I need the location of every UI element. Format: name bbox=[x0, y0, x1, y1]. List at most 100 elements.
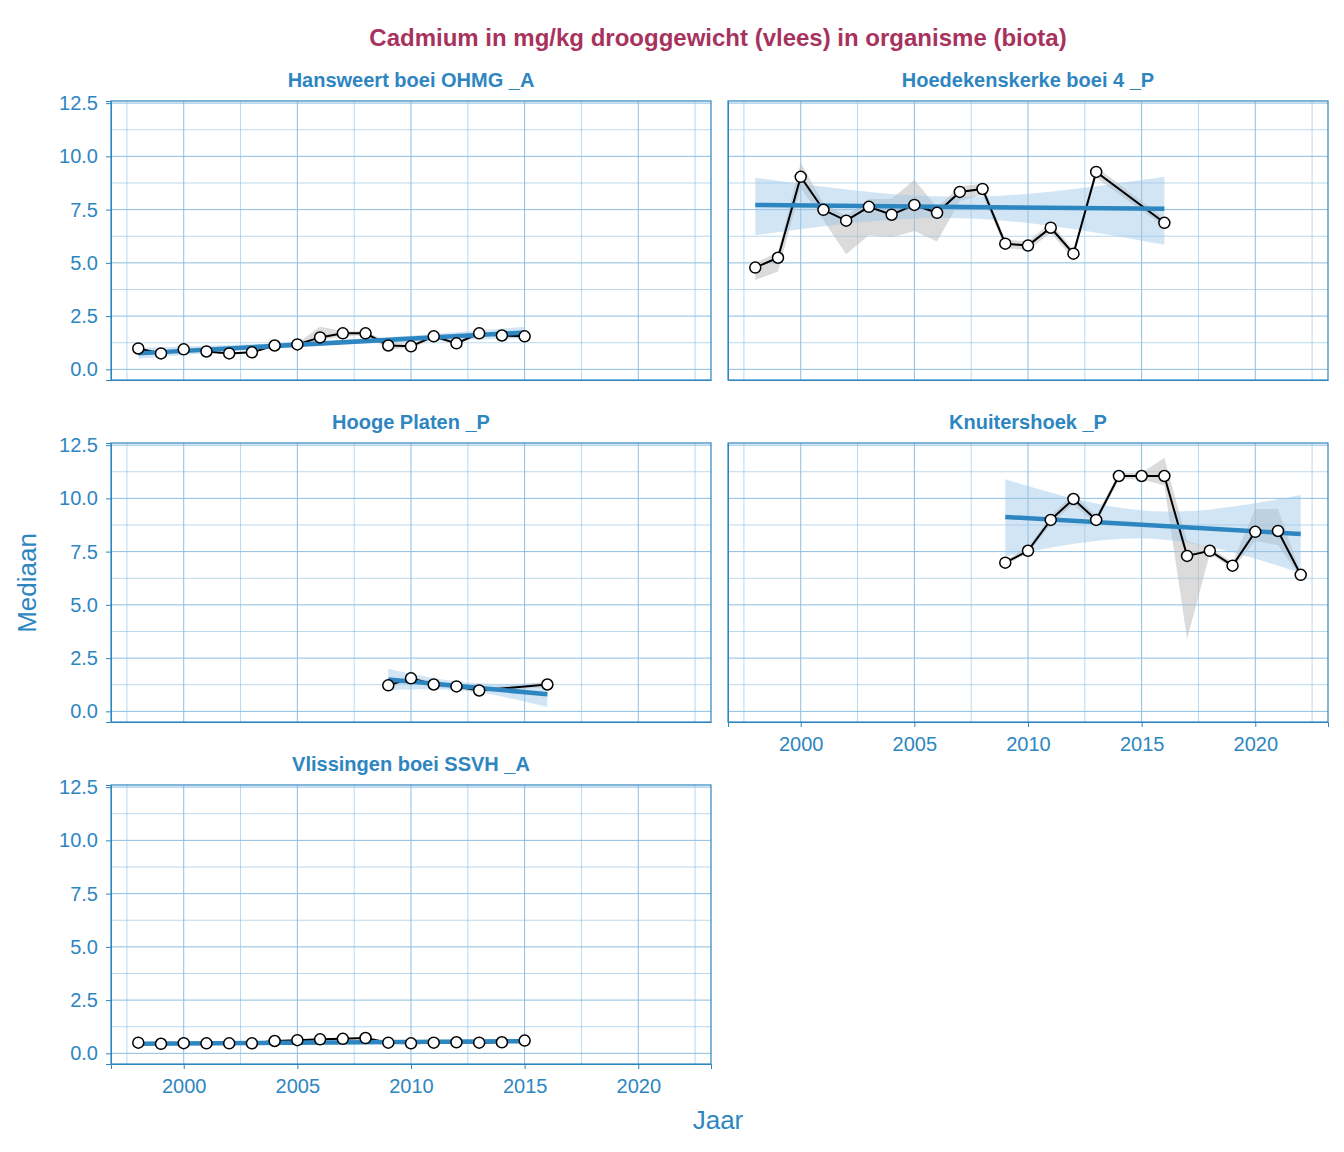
x-tick-mark bbox=[411, 1064, 412, 1069]
data-line bbox=[138, 1038, 524, 1044]
data-point bbox=[496, 330, 507, 341]
grid-line bbox=[728, 369, 1328, 370]
data-point bbox=[1159, 471, 1170, 482]
grid-line bbox=[111, 209, 711, 210]
x-tick-label: 2005 bbox=[893, 733, 938, 755]
data-point bbox=[269, 340, 280, 351]
data-point bbox=[406, 1038, 417, 1049]
trend-line bbox=[138, 333, 524, 354]
data-point bbox=[156, 1038, 167, 1049]
data-point bbox=[1295, 569, 1306, 580]
y-tick-mark bbox=[106, 263, 111, 264]
y-tick-label: 0.0 bbox=[70, 358, 98, 380]
data-point bbox=[1136, 471, 1147, 482]
chart: Cadmium in mg/kg drooggewicht (vlees) in… bbox=[0, 0, 1344, 1152]
data-point bbox=[1113, 471, 1124, 482]
y-tick-mark bbox=[106, 787, 111, 788]
y-tick-mark bbox=[106, 711, 111, 712]
x-tick-mark bbox=[1142, 722, 1143, 727]
data-point bbox=[201, 1038, 212, 1049]
y-tick: 0.0 bbox=[70, 700, 111, 722]
panel-frame bbox=[728, 101, 1328, 380]
y-tick-mark bbox=[106, 552, 111, 553]
panel-frame bbox=[111, 443, 711, 722]
minor-grid bbox=[1312, 443, 1313, 722]
x-tick-mark bbox=[1028, 722, 1029, 727]
y-tick: 2.5 bbox=[70, 647, 111, 669]
panel-title: Knuitershoek _P bbox=[949, 411, 1107, 433]
y-tick-label: 12.5 bbox=[59, 434, 98, 456]
data-point bbox=[451, 1037, 462, 1048]
range-band bbox=[755, 163, 1164, 280]
grid-line bbox=[111, 1000, 711, 1001]
y-tick: 5.0 bbox=[70, 936, 111, 958]
y-tick-mark bbox=[106, 1000, 111, 1001]
minor-grid bbox=[1084, 101, 1085, 380]
data-point bbox=[519, 1035, 530, 1046]
x-tick: 2020 bbox=[1234, 722, 1279, 755]
trend-band bbox=[138, 1039, 524, 1046]
plot-area bbox=[383, 669, 553, 707]
x-tick: 2005 bbox=[893, 722, 938, 755]
grid-line bbox=[728, 103, 1328, 104]
grid-line bbox=[297, 443, 298, 722]
data-point bbox=[315, 332, 326, 343]
grid-line bbox=[728, 711, 1328, 712]
x-tick-label: 2000 bbox=[779, 733, 824, 755]
grid-line bbox=[111, 498, 711, 499]
y-tick: 7.5 bbox=[70, 199, 111, 221]
trend-band bbox=[388, 669, 547, 707]
panel-title: Hansweert boei OHMG _A bbox=[288, 69, 535, 91]
minor-grid bbox=[971, 101, 972, 380]
data-point bbox=[269, 1035, 280, 1046]
minor-grid bbox=[743, 101, 744, 380]
axis-line bbox=[112, 1065, 712, 1070]
grid-line bbox=[183, 785, 184, 1064]
y-tick: 5.0 bbox=[70, 252, 111, 274]
data-line bbox=[138, 333, 524, 353]
grid-line bbox=[1028, 443, 1029, 722]
minor-grid bbox=[695, 101, 696, 380]
grid-line bbox=[728, 604, 1328, 605]
data-point bbox=[451, 681, 462, 692]
data-point bbox=[841, 215, 852, 226]
y-tick-label: 12.5 bbox=[59, 776, 98, 798]
minor-grid bbox=[695, 785, 696, 1064]
grid-line bbox=[800, 101, 801, 380]
data-point bbox=[292, 339, 303, 350]
data-point bbox=[224, 1038, 235, 1049]
grid-line bbox=[111, 156, 711, 157]
y-axis-title: Mediaan bbox=[12, 533, 42, 633]
y-tick-mark bbox=[106, 1053, 111, 1054]
x-axis-title: Jaar bbox=[693, 1105, 744, 1135]
grid-line bbox=[524, 443, 525, 722]
grid-line bbox=[183, 101, 184, 380]
y-tick-mark bbox=[106, 316, 111, 317]
minor-grid bbox=[695, 443, 696, 722]
y-tick: 10.0 bbox=[59, 487, 111, 509]
minor-grid bbox=[857, 443, 858, 722]
y-tick-label: 12.5 bbox=[59, 92, 98, 114]
grid-line bbox=[728, 156, 1328, 157]
x-tick-label: 2010 bbox=[389, 1075, 434, 1097]
x-tick: 2005 bbox=[276, 1064, 321, 1097]
range-band bbox=[1005, 458, 1300, 639]
y-tick-label: 2.5 bbox=[70, 989, 98, 1011]
minor-grid bbox=[1198, 101, 1199, 380]
grid-line bbox=[111, 551, 711, 552]
data-point bbox=[428, 679, 439, 690]
data-point bbox=[383, 340, 394, 351]
y-tick: 0.0 bbox=[70, 358, 111, 380]
minor-grid bbox=[354, 101, 355, 380]
minor-grid bbox=[1312, 101, 1313, 380]
grid-line bbox=[111, 1053, 711, 1054]
grid-line bbox=[728, 445, 1328, 446]
data-point bbox=[1159, 217, 1170, 228]
grid-line bbox=[111, 787, 711, 788]
data-point bbox=[178, 344, 189, 355]
data-point bbox=[406, 673, 417, 684]
minor-grid bbox=[581, 443, 582, 722]
minor-grid bbox=[971, 443, 972, 722]
x-tick-mark bbox=[184, 1064, 185, 1069]
grid-line bbox=[111, 316, 711, 317]
